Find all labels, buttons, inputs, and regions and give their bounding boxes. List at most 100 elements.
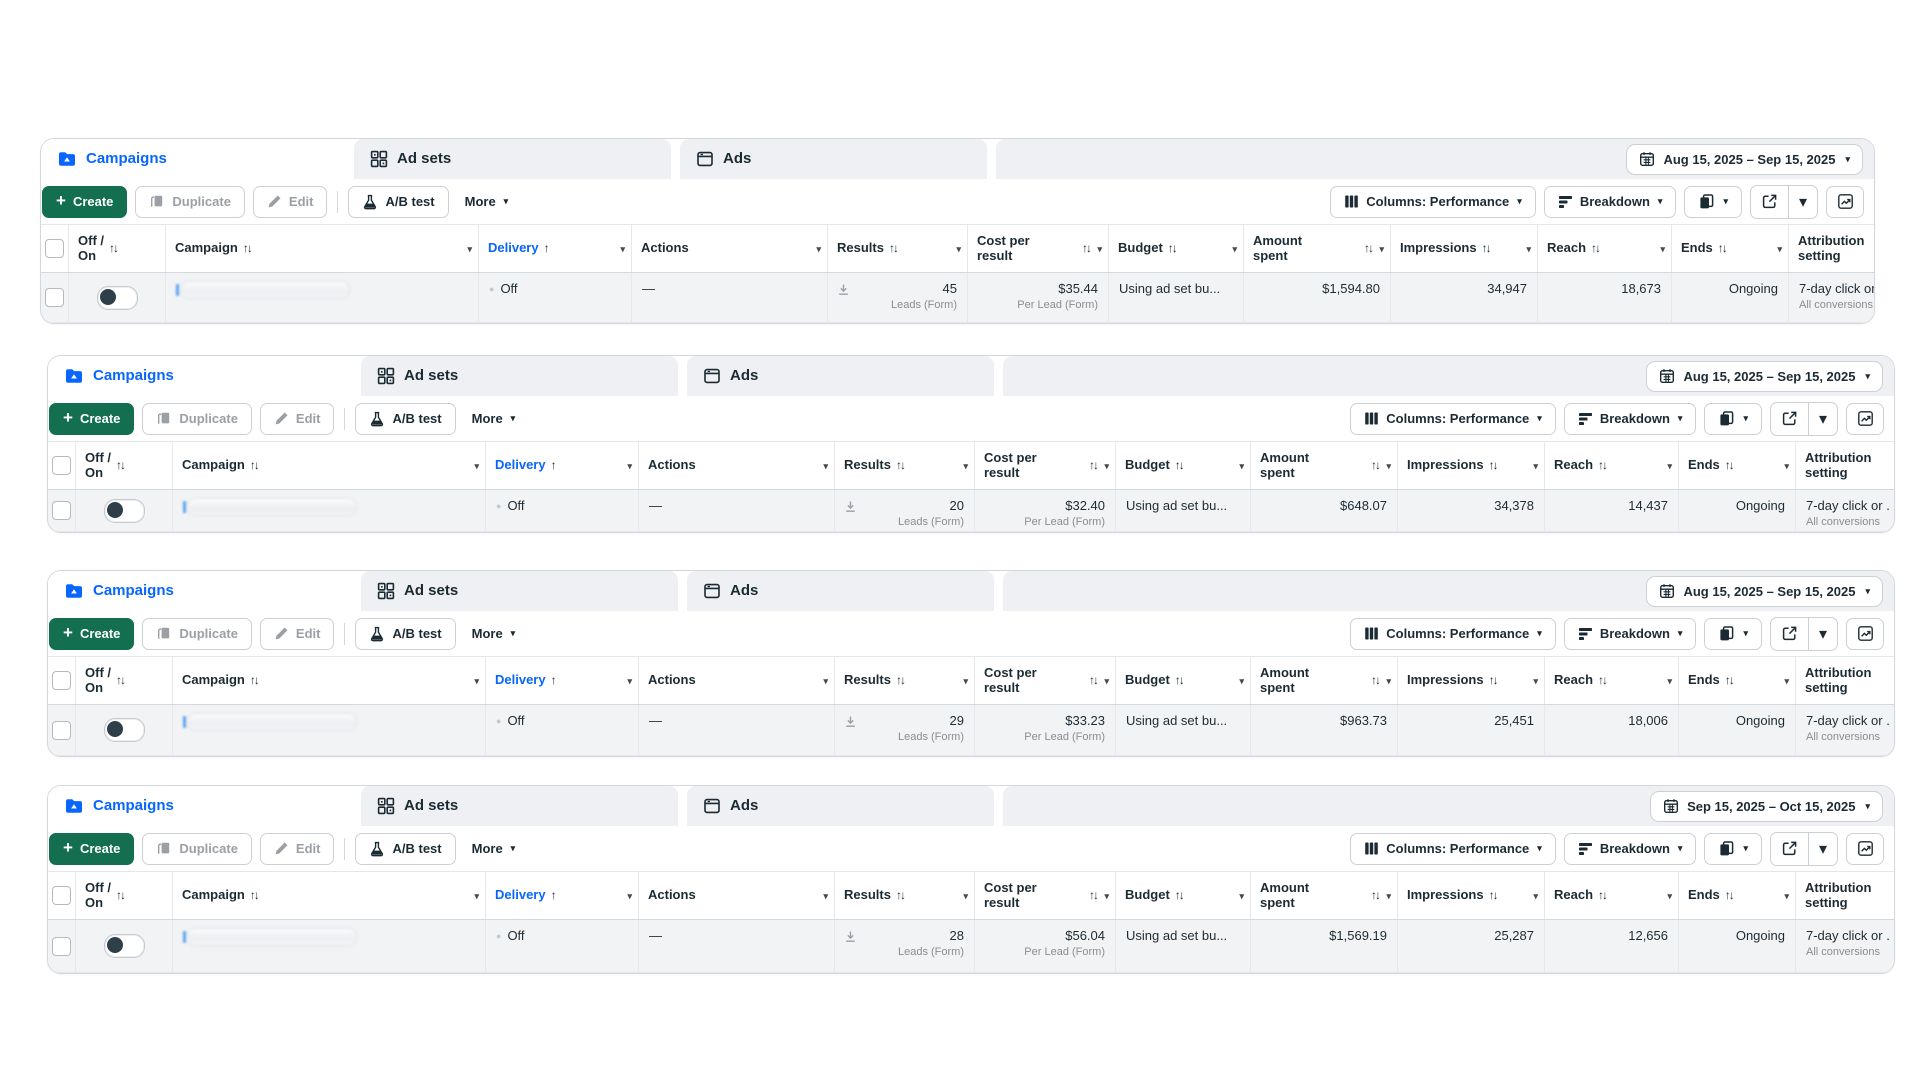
column-header-budget[interactable]: Budget ↑↓ ▾ [1116,442,1251,489]
duplicate-button[interactable]: Duplicate [142,832,252,865]
column-header-delivery[interactable]: Delivery ↑ ▾ [486,872,639,919]
column-header-actions[interactable]: Actions ▾ [639,657,835,704]
download-icon[interactable] [837,283,850,296]
column-header-delivery[interactable]: Delivery ↑ ▾ [486,442,639,489]
date-range-button[interactable]: Aug 15, 2025 – Sep 15, 2025 ▾ [1646,360,1883,392]
tab-ad-sets[interactable]: Ad sets [354,139,671,179]
export-options-button[interactable]: ▾ [1807,832,1837,865]
select-all-checkbox[interactable] [45,239,64,258]
tab-ads[interactable]: Ads [680,139,987,179]
row-checkbox[interactable] [52,501,71,520]
ab-test-button[interactable]: A/B test [355,832,456,865]
row-checkbox[interactable] [45,288,64,307]
ab-test-button[interactable]: A/B test [355,617,456,650]
select-all-checkbox[interactable] [52,886,71,905]
edit-button[interactable]: Edit [259,617,335,650]
column-header-actions[interactable]: Actions ▾ [639,442,835,489]
create-button[interactable]: + Create [49,832,135,865]
column-header-cost-per-result[interactable]: Cost per result ↑↓ ▾ [975,657,1116,704]
column-header-delivery[interactable]: Delivery ↑ ▾ [486,657,639,704]
tab-ads[interactable]: Ads [687,571,994,611]
column-header-ends[interactable]: Ends ↑↓ ▾ [1679,442,1796,489]
tab-ads[interactable]: Ads [687,356,994,396]
charts-button[interactable] [1826,185,1864,218]
column-header-reach[interactable]: Reach ↑↓ ▾ [1538,225,1672,272]
charts-button[interactable] [1846,832,1884,865]
export-options-button[interactable]: ▾ [1807,402,1837,435]
row-checkbox[interactable] [52,936,71,956]
column-header-attribution-setting[interactable]: Attribution setting [1805,879,1872,910]
column-header-attribution-setting[interactable]: Attribution setting [1805,449,1872,480]
column-header-off-on[interactable]: Off / On ↑↓ [76,657,173,704]
more-button[interactable]: More ▾ [456,185,517,218]
column-header-cost-per-result[interactable]: Cost per result ↑↓ ▾ [975,442,1116,489]
campaign-name-cell[interactable] [166,273,479,322]
column-header-cost-per-result[interactable]: Cost per result ↑↓ ▾ [975,872,1116,919]
tab-ad-sets[interactable]: Ad sets [361,356,678,396]
create-button[interactable]: + Create [42,185,128,218]
column-header-reach[interactable]: Reach ↑↓ ▾ [1545,442,1679,489]
column-header-impressions[interactable]: Impressions ↑↓ ▾ [1398,872,1545,919]
column-header-campaign[interactable]: Campaign ↑↓ ▾ [173,872,486,919]
column-header-ends[interactable]: Ends ↑↓ ▾ [1672,225,1789,272]
tab-ads[interactable]: Ads [687,786,994,826]
more-button[interactable]: More ▾ [463,402,524,435]
column-header-actions[interactable]: Actions ▾ [639,872,835,919]
campaign-name-cell[interactable] [173,920,486,972]
column-header-impressions[interactable]: Impressions ↑↓ ▾ [1398,442,1545,489]
column-header-cost-per-result[interactable]: Cost per result ↑↓ ▾ [968,225,1109,272]
duplicate-button[interactable]: Duplicate [142,402,252,435]
campaign-name-cell[interactable] [173,490,486,531]
create-button[interactable]: + Create [49,402,135,435]
column-header-amount-spent[interactable]: Amount spent ↑↓ ▾ [1251,442,1398,489]
breakdown-button[interactable]: Breakdown ▾ [1563,617,1697,650]
reports-button[interactable]: ▾ [1704,402,1762,435]
edit-button[interactable]: Edit [259,402,335,435]
charts-button[interactable] [1846,617,1884,650]
download-icon[interactable] [844,930,857,943]
ab-test-button[interactable]: A/B test [355,402,456,435]
column-header-amount-spent[interactable]: Amount spent ↑↓ ▾ [1251,657,1398,704]
tab-campaigns[interactable]: Campaigns [41,139,345,179]
campaign-toggle[interactable] [103,498,145,523]
reports-button[interactable]: ▾ [1704,617,1762,650]
breakdown-button[interactable]: Breakdown ▾ [1563,402,1697,435]
date-range-button[interactable]: Sep 15, 2025 – Oct 15, 2025 ▾ [1650,790,1883,822]
columns-button[interactable]: Columns: Performance ▾ [1330,185,1536,218]
column-header-campaign[interactable]: Campaign ↑↓ ▾ [173,657,486,704]
column-header-off-on[interactable]: Off / On ↑↓ [76,442,173,489]
column-header-campaign[interactable]: Campaign ↑↓ ▾ [173,442,486,489]
campaign-toggle[interactable] [103,934,145,958]
ab-test-button[interactable]: A/B test [348,185,449,218]
more-button[interactable]: More ▾ [463,617,524,650]
column-header-budget[interactable]: Budget ↑↓ ▾ [1116,657,1251,704]
column-header-delivery[interactable]: Delivery ↑ ▾ [479,225,632,272]
export-button[interactable] [1771,403,1808,435]
export-button[interactable] [1771,833,1808,865]
export-button[interactable] [1751,186,1788,218]
tab-campaigns[interactable]: Campaigns [48,356,352,396]
column-header-ends[interactable]: Ends ↑↓ ▾ [1679,872,1796,919]
column-header-actions[interactable]: Actions ▾ [632,225,828,272]
column-header-results[interactable]: Results ↑↓ ▾ [835,872,975,919]
edit-button[interactable]: Edit [259,832,335,865]
column-header-results[interactable]: Results ↑↓ ▾ [835,657,975,704]
column-header-reach[interactable]: Reach ↑↓ ▾ [1545,872,1679,919]
column-header-campaign[interactable]: Campaign ↑↓ ▾ [166,225,479,272]
charts-button[interactable] [1846,402,1884,435]
edit-button[interactable]: Edit [252,185,328,218]
create-button[interactable]: + Create [49,617,135,650]
more-button[interactable]: More ▾ [463,832,524,865]
export-options-button[interactable]: ▾ [1807,617,1837,650]
tab-ad-sets[interactable]: Ad sets [361,571,678,611]
columns-button[interactable]: Columns: Performance ▾ [1350,832,1556,865]
tab-ad-sets[interactable]: Ad sets [361,786,678,826]
column-header-ends[interactable]: Ends ↑↓ ▾ [1679,657,1796,704]
export-options-button[interactable]: ▾ [1787,185,1817,218]
column-header-off-on[interactable]: Off / On ↑↓ [76,872,173,919]
column-header-off-on[interactable]: Off / On ↑↓ [69,225,166,272]
reports-button[interactable]: ▾ [1684,185,1742,218]
download-icon[interactable] [844,500,857,513]
column-header-reach[interactable]: Reach ↑↓ ▾ [1545,657,1679,704]
select-all-checkbox[interactable] [52,456,71,475]
